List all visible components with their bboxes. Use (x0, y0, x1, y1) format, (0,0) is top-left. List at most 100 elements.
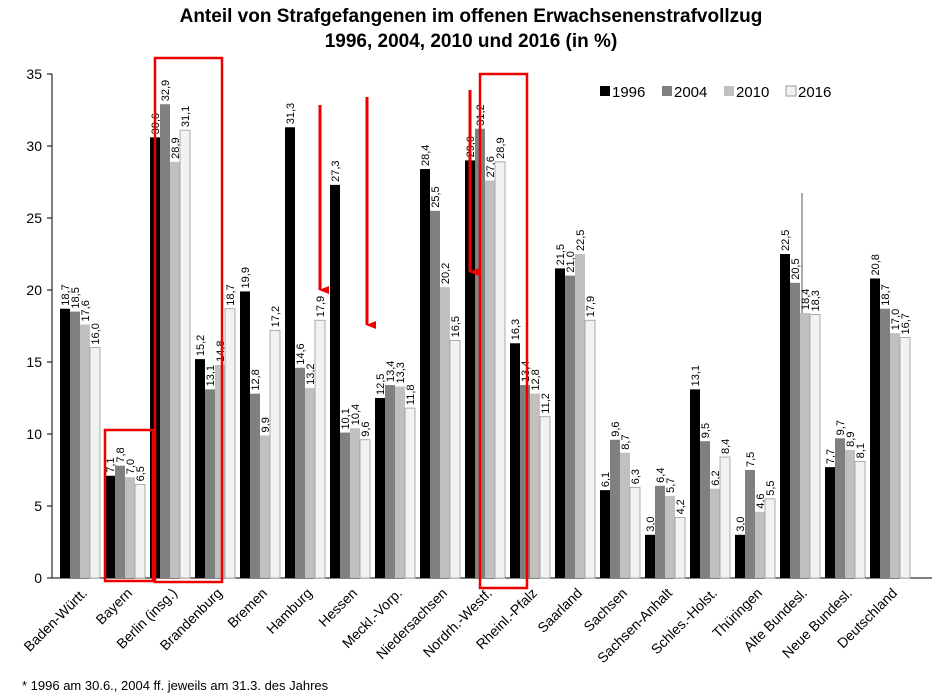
bar (350, 428, 360, 578)
value-label: 9,7 (835, 420, 847, 435)
value-label: 7,1 (105, 457, 117, 472)
value-label: 25,5 (430, 186, 442, 207)
bar (674, 517, 686, 579)
value-label: 27,6 (485, 156, 497, 177)
value-label: 17,6 (80, 300, 92, 321)
bar (440, 287, 450, 578)
legend-swatch (724, 86, 734, 96)
bar (170, 161, 180, 578)
bar (520, 385, 530, 578)
y-tick-label: 0 (34, 570, 42, 586)
bar (465, 160, 475, 578)
bar (719, 456, 731, 579)
bar (870, 278, 880, 578)
value-label: 6,5 (135, 466, 147, 481)
value-label: 7,7 (825, 449, 837, 464)
bar (890, 333, 900, 578)
value-label: 12,8 (530, 369, 542, 390)
bar (404, 407, 416, 579)
value-label: 12,8 (250, 369, 262, 390)
bar (825, 467, 835, 578)
value-label: 4,6 (755, 493, 767, 508)
bar (835, 438, 845, 578)
value-label: 21,0 (565, 251, 577, 272)
value-label: 3,0 (645, 517, 657, 532)
bar (134, 483, 146, 579)
bar (764, 498, 776, 579)
y-tick-label: 10 (26, 426, 42, 442)
bar (70, 311, 80, 578)
value-label: 9,6 (360, 421, 372, 436)
value-label: 13,3 (395, 362, 407, 383)
bar (620, 452, 630, 578)
bar (555, 268, 565, 578)
bar (314, 319, 326, 579)
value-label: 20,5 (790, 258, 802, 279)
highlight-box (153, 56, 224, 584)
value-label: 17,2 (270, 306, 282, 327)
bar (645, 534, 655, 578)
value-label: 8,7 (620, 434, 632, 449)
bar (494, 161, 506, 579)
value-label: 31,3 (285, 103, 297, 124)
value-label: 12,5 (375, 374, 387, 395)
bar (330, 184, 340, 578)
value-label: 8,9 (845, 432, 857, 447)
x-tick-label: Baden-Württ. (20, 585, 90, 655)
bar (565, 275, 575, 578)
bar (584, 319, 596, 579)
bar (710, 488, 720, 578)
bar (735, 534, 745, 578)
bar (790, 282, 800, 578)
value-label: 18,7 (880, 284, 892, 305)
value-label: 22,5 (780, 230, 792, 251)
value-label: 13,4 (385, 361, 397, 382)
value-label: 9,6 (610, 421, 622, 436)
bar (80, 324, 90, 578)
x-tick-label: Hessen (315, 585, 360, 630)
value-label: 9,5 (700, 423, 712, 438)
bar (269, 329, 281, 579)
bar (690, 389, 700, 578)
legend-swatch (600, 86, 610, 96)
value-label: 7,5 (745, 452, 757, 467)
value-label: 5,7 (665, 478, 677, 493)
bar (340, 432, 350, 578)
bar (295, 367, 305, 578)
bar (665, 495, 675, 578)
bar (845, 449, 855, 578)
bar (755, 511, 765, 578)
value-label: 32,9 (160, 80, 172, 101)
value-label: 5,5 (765, 481, 777, 496)
value-label: 6,2 (710, 470, 722, 485)
bar (285, 127, 295, 578)
bar (780, 254, 790, 578)
bar (160, 104, 170, 579)
bar (629, 486, 641, 579)
value-label: 8,4 (720, 439, 732, 454)
bar (854, 460, 866, 579)
bar (449, 339, 461, 579)
value-label: 19,9 (240, 267, 252, 288)
bar (575, 254, 585, 578)
bar (880, 308, 890, 578)
bar (539, 416, 551, 579)
value-label: 18,3 (810, 290, 822, 311)
bar (115, 465, 125, 578)
title-group: Anteil von Strafgefangenen im offenen Er… (180, 6, 763, 52)
bar (510, 343, 520, 578)
value-label: 10,1 (340, 408, 352, 429)
y-tick-label: 35 (26, 66, 42, 82)
bar (600, 490, 610, 578)
bar (800, 313, 810, 578)
value-label: 16,3 (510, 319, 522, 340)
value-label: 6,4 (655, 468, 667, 483)
value-label: 10,4 (350, 404, 362, 425)
value-label: 17,0 (890, 309, 902, 330)
value-label: 4,2 (675, 499, 687, 514)
bar (224, 308, 236, 579)
bar (385, 385, 395, 578)
bar (260, 435, 270, 578)
legend-swatch (785, 85, 797, 97)
